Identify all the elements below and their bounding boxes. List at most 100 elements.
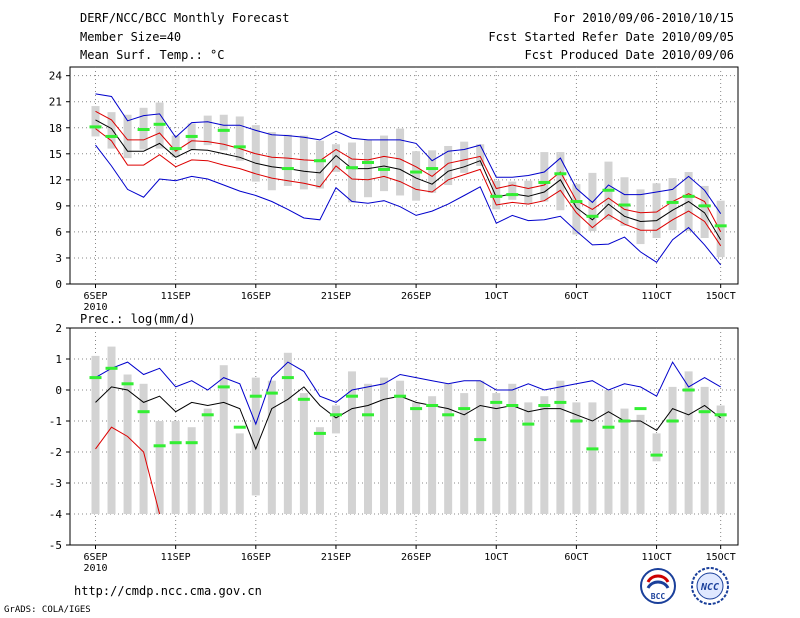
range-bar bbox=[508, 181, 517, 200]
observation-mark bbox=[169, 441, 182, 445]
observation-mark bbox=[217, 385, 230, 389]
range-bar bbox=[636, 414, 645, 514]
x-year-label: 2010 bbox=[83, 302, 107, 310]
series-line bbox=[95, 110, 722, 233]
range-bar bbox=[139, 383, 148, 514]
observation-mark bbox=[105, 134, 118, 138]
range-bar bbox=[251, 377, 260, 496]
observation-mark bbox=[89, 376, 102, 380]
x-tick-label: 26SEP bbox=[401, 552, 431, 563]
range-bar bbox=[203, 408, 212, 514]
observation-mark bbox=[458, 407, 471, 411]
observation-mark bbox=[153, 444, 166, 448]
x-tick-label: 6SEP bbox=[83, 291, 107, 302]
y-tick-label: 12 bbox=[49, 174, 62, 187]
observation-mark bbox=[329, 413, 342, 417]
range-bar bbox=[123, 374, 132, 514]
observation-mark bbox=[217, 128, 230, 132]
range-bar bbox=[283, 352, 292, 514]
x-tick-label: 26SEP bbox=[401, 291, 431, 302]
observation-mark bbox=[490, 194, 503, 198]
bcc-logo-text: BCC bbox=[651, 592, 666, 601]
observation-mark bbox=[281, 167, 294, 171]
observation-mark bbox=[474, 438, 487, 442]
range-bar bbox=[540, 396, 549, 514]
y-tick-label: 3 bbox=[55, 252, 62, 265]
observation-mark bbox=[313, 159, 326, 163]
observation-mark bbox=[586, 214, 599, 218]
series-line bbox=[95, 93, 722, 214]
observation-mark bbox=[442, 413, 455, 417]
range-bar bbox=[700, 185, 709, 238]
y-tick-label: 6 bbox=[55, 226, 62, 239]
range-bar bbox=[572, 184, 581, 235]
range-bar bbox=[315, 140, 324, 189]
range-bar bbox=[315, 427, 324, 514]
x-tick-label: 21SEP bbox=[321, 291, 351, 302]
y-tick-label: 18 bbox=[49, 122, 62, 135]
observation-mark bbox=[362, 160, 375, 164]
range-bar bbox=[347, 142, 356, 203]
range-bar bbox=[396, 128, 405, 196]
y-tick-label: 0 bbox=[55, 384, 62, 397]
plot-frame-0 bbox=[69, 66, 739, 285]
y-tick-label: 0 bbox=[55, 278, 62, 291]
range-bar bbox=[267, 380, 276, 514]
observation-mark bbox=[602, 425, 615, 429]
member-size: Member Size=40 bbox=[80, 30, 182, 44]
range-bar bbox=[91, 106, 100, 137]
range-bar bbox=[476, 380, 485, 514]
observation-mark bbox=[650, 453, 663, 457]
observation-mark bbox=[426, 167, 439, 171]
observation-mark bbox=[618, 203, 631, 207]
y-tick-label: 24 bbox=[49, 70, 63, 83]
observation-mark bbox=[586, 447, 599, 451]
observation-mark bbox=[121, 382, 134, 386]
range-bar bbox=[235, 433, 244, 514]
range-bar bbox=[556, 152, 565, 211]
range-bar bbox=[620, 408, 629, 514]
y-tick-label: -4 bbox=[49, 508, 63, 521]
logos: BCC NCC bbox=[640, 567, 729, 605]
range-bar bbox=[380, 135, 389, 192]
observation-mark bbox=[297, 397, 310, 401]
observation-mark bbox=[714, 224, 727, 228]
observation-mark bbox=[345, 166, 358, 170]
range-bar bbox=[347, 371, 356, 514]
range-bar bbox=[107, 346, 116, 514]
range-bar bbox=[668, 386, 677, 514]
observation-mark bbox=[682, 194, 695, 198]
range-bar bbox=[412, 151, 421, 201]
observation-mark bbox=[570, 200, 583, 204]
observation-mark bbox=[233, 145, 246, 149]
range-bar bbox=[460, 141, 469, 173]
observation-mark bbox=[506, 404, 519, 407]
range-bar bbox=[428, 396, 437, 514]
temperature-chart: 0 3 6 9 12 15 18 21 24 6SEP 11SEP 16SEP 21SEP 26SEP 1O… bbox=[49, 66, 739, 310]
observation-mark bbox=[378, 167, 391, 171]
range-bar bbox=[364, 383, 373, 514]
website-link[interactable]: http://cmdp.ncc.cma.gov.cn bbox=[74, 584, 262, 598]
observation-mark bbox=[682, 388, 695, 392]
range-bar bbox=[428, 150, 437, 193]
ncc-logo-text: NCC bbox=[700, 582, 719, 593]
plot-frame-1 bbox=[69, 327, 739, 546]
range-bar bbox=[444, 383, 453, 514]
observation-mark bbox=[185, 441, 198, 445]
observation-mark bbox=[554, 400, 567, 404]
range-bar bbox=[524, 180, 533, 205]
grads-credit: GrADS: COLA/IGES bbox=[4, 605, 91, 615]
range-bar bbox=[620, 177, 629, 226]
observation-mark bbox=[153, 122, 166, 126]
x-tick-label: 11OCT bbox=[641, 552, 671, 563]
observation-mark bbox=[698, 204, 711, 208]
x-tick-label: 6OCT bbox=[564, 552, 588, 563]
range-bar bbox=[155, 421, 164, 514]
observation-mark bbox=[137, 127, 150, 131]
observation-mark bbox=[410, 170, 423, 174]
observation-mark bbox=[313, 431, 326, 435]
range-bar bbox=[123, 114, 132, 159]
x-tick-label: 21SEP bbox=[321, 552, 351, 563]
y-tick-label: -1 bbox=[49, 415, 62, 428]
